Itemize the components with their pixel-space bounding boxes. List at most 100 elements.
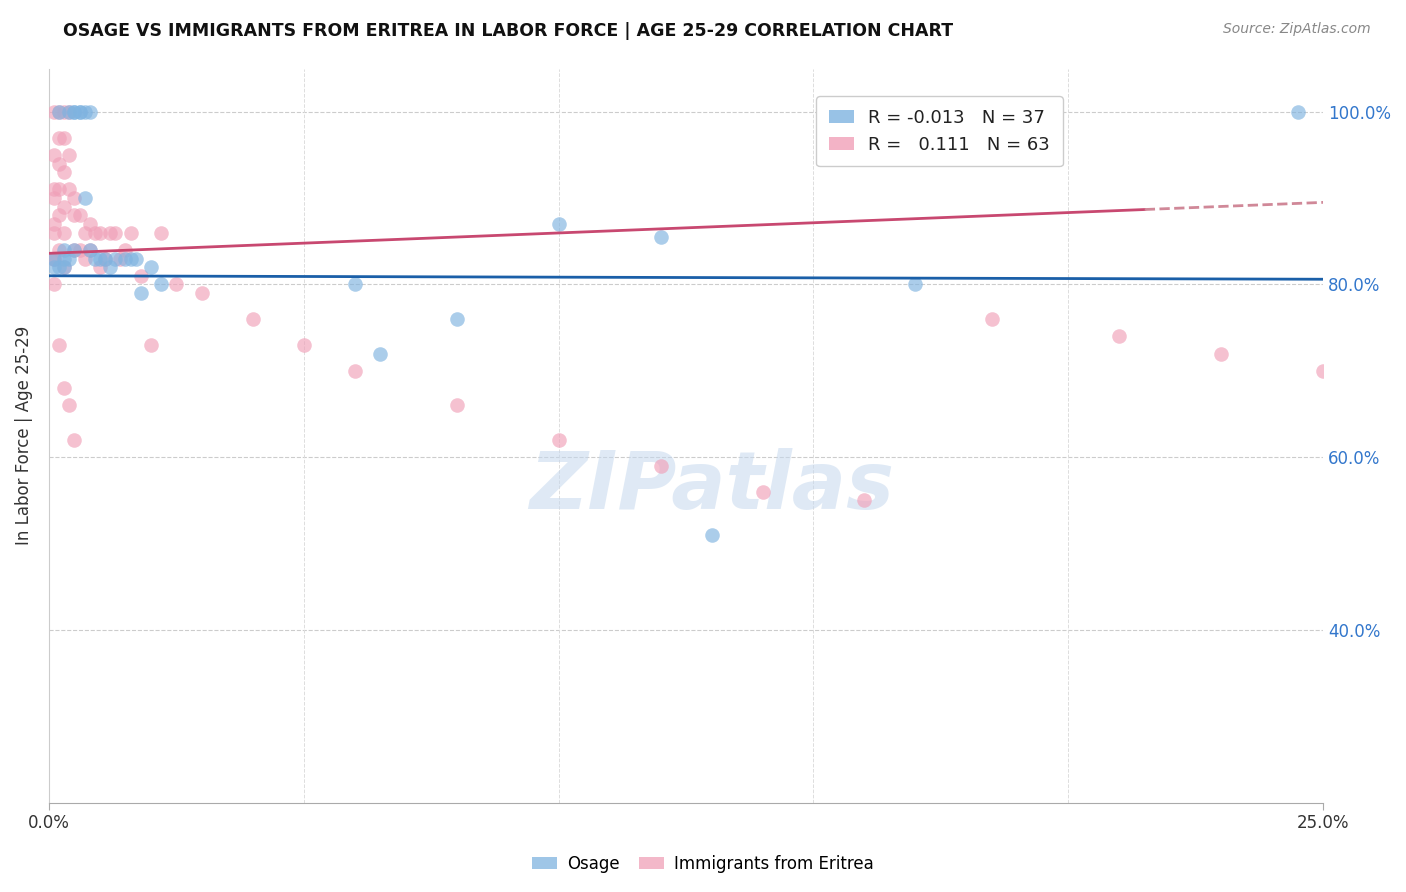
Point xyxy=(42,148,65,162)
Point xyxy=(79,104,101,119)
Point xyxy=(165,277,187,292)
Point xyxy=(58,104,80,119)
Point xyxy=(83,252,105,266)
Point xyxy=(63,243,86,257)
Point xyxy=(58,148,80,162)
Point xyxy=(343,277,366,292)
Point xyxy=(1286,104,1309,119)
Point xyxy=(104,226,127,240)
Point xyxy=(53,165,76,179)
Point xyxy=(42,191,65,205)
Point xyxy=(79,243,101,257)
Point xyxy=(191,286,214,301)
Y-axis label: In Labor Force | Age 25-29: In Labor Force | Age 25-29 xyxy=(15,326,32,545)
Legend: R = -0.013   N = 37, R =   0.111   N = 63: R = -0.013 N = 37, R = 0.111 N = 63 xyxy=(815,96,1063,166)
Text: Source: ZipAtlas.com: Source: ZipAtlas.com xyxy=(1223,22,1371,37)
Text: ZIPatlas: ZIPatlas xyxy=(529,448,894,526)
Point xyxy=(48,243,70,257)
Point xyxy=(139,338,162,352)
Text: OSAGE VS IMMIGRANTS FROM ERITREA IN LABOR FORCE | AGE 25-29 CORRELATION CHART: OSAGE VS IMMIGRANTS FROM ERITREA IN LABO… xyxy=(63,22,953,40)
Point xyxy=(110,252,132,266)
Point xyxy=(48,156,70,170)
Point xyxy=(79,243,101,257)
Point xyxy=(150,226,173,240)
Point xyxy=(751,484,773,499)
Point xyxy=(48,208,70,222)
Point xyxy=(368,346,391,360)
Point xyxy=(48,260,70,274)
Point xyxy=(1312,364,1334,378)
Point xyxy=(42,226,65,240)
Point xyxy=(73,191,96,205)
Point xyxy=(58,182,80,196)
Point xyxy=(58,398,80,412)
Point xyxy=(446,312,468,326)
Point xyxy=(42,217,65,231)
Point xyxy=(63,433,86,447)
Point xyxy=(73,226,96,240)
Point xyxy=(53,260,76,274)
Point xyxy=(98,260,121,274)
Point xyxy=(980,312,1002,326)
Point xyxy=(53,260,76,274)
Point xyxy=(343,364,366,378)
Point xyxy=(63,104,86,119)
Point xyxy=(53,104,76,119)
Point xyxy=(1211,346,1233,360)
Point xyxy=(63,208,86,222)
Point xyxy=(42,252,65,266)
Point xyxy=(73,104,96,119)
Point xyxy=(63,191,86,205)
Point xyxy=(42,260,65,274)
Point xyxy=(120,226,142,240)
Point xyxy=(53,226,76,240)
Point xyxy=(853,493,876,508)
Point xyxy=(48,338,70,352)
Point xyxy=(129,268,152,283)
Point xyxy=(69,104,91,119)
Point xyxy=(42,104,65,119)
Point xyxy=(446,398,468,412)
Point xyxy=(650,230,672,244)
Point xyxy=(129,286,152,301)
Point xyxy=(89,252,111,266)
Point xyxy=(73,252,96,266)
Point xyxy=(150,277,173,292)
Point xyxy=(42,277,65,292)
Point xyxy=(69,104,91,119)
Point xyxy=(292,338,315,352)
Point xyxy=(48,104,70,119)
Point xyxy=(53,252,76,266)
Point xyxy=(904,277,927,292)
Point xyxy=(98,226,121,240)
Point xyxy=(69,208,91,222)
Point xyxy=(1108,329,1130,343)
Point xyxy=(69,243,91,257)
Point xyxy=(53,381,76,395)
Point xyxy=(124,252,146,266)
Point xyxy=(53,200,76,214)
Point xyxy=(53,243,76,257)
Point xyxy=(94,252,117,266)
Point xyxy=(547,433,569,447)
Point xyxy=(83,226,105,240)
Point xyxy=(94,252,117,266)
Legend: Osage, Immigrants from Eritrea: Osage, Immigrants from Eritrea xyxy=(526,848,880,880)
Point xyxy=(58,104,80,119)
Point xyxy=(63,104,86,119)
Point xyxy=(114,252,136,266)
Point xyxy=(700,528,723,542)
Point xyxy=(42,252,65,266)
Point xyxy=(42,252,65,266)
Point xyxy=(89,260,111,274)
Point xyxy=(139,260,162,274)
Point xyxy=(48,182,70,196)
Point xyxy=(63,243,86,257)
Point xyxy=(114,243,136,257)
Point xyxy=(58,252,80,266)
Point xyxy=(53,130,76,145)
Point xyxy=(242,312,264,326)
Point xyxy=(104,252,127,266)
Point xyxy=(48,104,70,119)
Point xyxy=(650,458,672,473)
